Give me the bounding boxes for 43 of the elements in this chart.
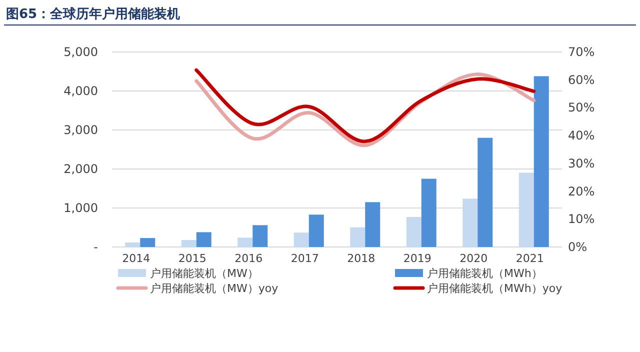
y-tick-label: 5,000 <box>64 45 98 59</box>
y-tick-label: 4,000 <box>64 84 98 98</box>
y-tick-label: 3,000 <box>64 123 98 137</box>
bar <box>421 178 436 247</box>
y2-tick-label: 10% <box>568 212 595 226</box>
y-tick-label: 1,000 <box>64 201 98 215</box>
x-tick-label: 2019 <box>403 252 432 265</box>
x-tick-label: 2016 <box>234 252 263 265</box>
chart-title: 图65：全球历年户用储能装机 <box>6 6 180 22</box>
bar <box>181 240 196 247</box>
x-tick-label: 2018 <box>347 252 376 265</box>
legend-label: 户用储能装机（MW）yoy <box>150 282 279 295</box>
y2-tick-label: 70% <box>568 45 595 59</box>
y2-tick-label: 40% <box>568 128 595 143</box>
x-tick-label: 2017 <box>290 252 319 265</box>
bar <box>125 242 140 247</box>
x-tick-label: 2020 <box>460 252 488 265</box>
bar <box>140 238 156 247</box>
y2-tick-label: 30% <box>568 156 595 170</box>
bar <box>462 198 478 247</box>
bar <box>350 227 366 247</box>
x-tick-label: 2014 <box>122 252 150 265</box>
y-tick-label: - <box>94 240 98 254</box>
legend-label: 户用储能装机（MWh） <box>427 267 542 280</box>
y2-tick-label: 0% <box>568 240 588 254</box>
bar <box>196 232 212 247</box>
y2-tick-label: 20% <box>568 184 595 198</box>
bar <box>518 172 534 247</box>
bar <box>406 216 422 247</box>
legend-label: 户用储能装机（MWh）yoy <box>427 282 563 295</box>
bar <box>365 202 380 247</box>
x-tick-label: 2015 <box>178 252 206 265</box>
bar <box>238 238 253 247</box>
y2-tick-label: 50% <box>568 100 595 115</box>
bar <box>252 225 268 247</box>
bar <box>534 76 549 247</box>
y2-tick-label: 60% <box>568 72 595 87</box>
y-tick-label: 2,000 <box>64 162 98 176</box>
bar <box>478 138 493 247</box>
bar <box>308 214 324 247</box>
legend-label: 户用储能装机（MW） <box>150 267 258 280</box>
bar <box>294 232 309 247</box>
x-tick-label: 2021 <box>516 252 544 265</box>
